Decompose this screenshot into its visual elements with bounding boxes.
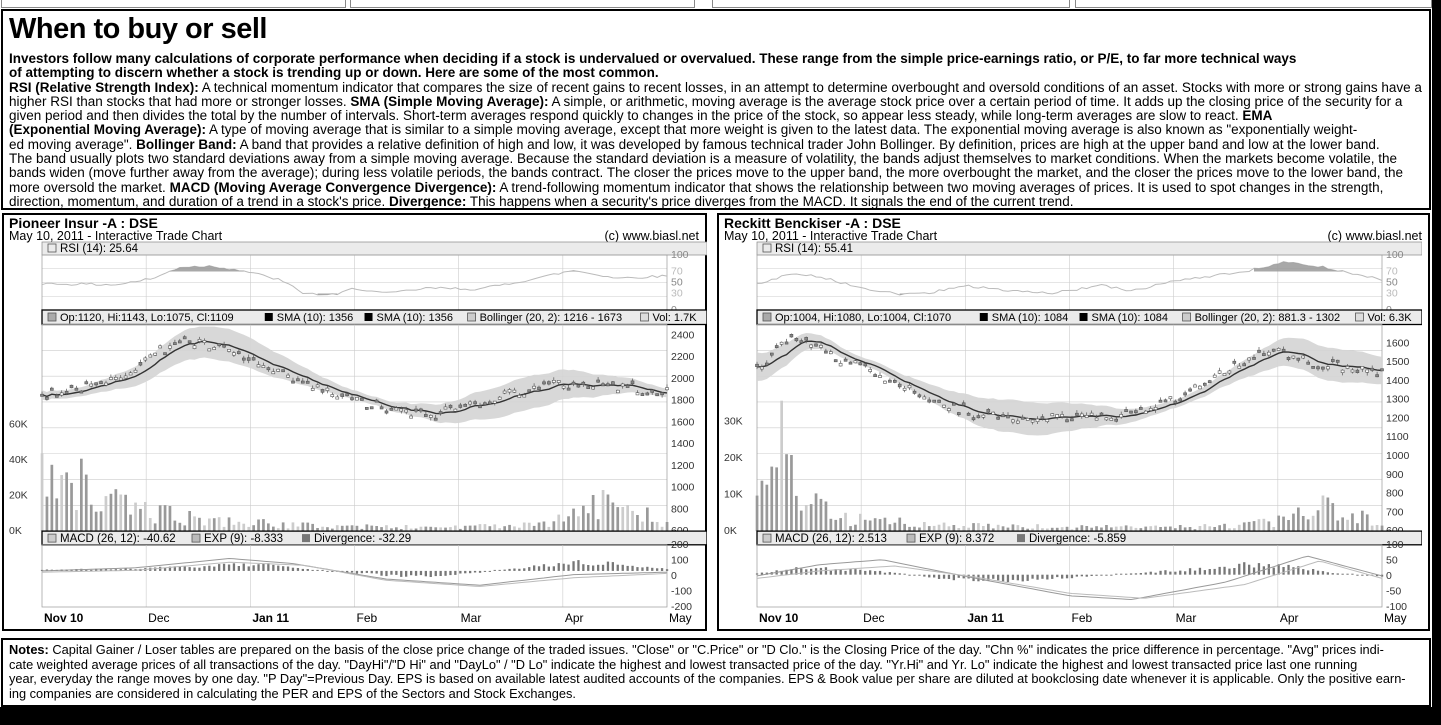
svg-text:1100: 1100 (1386, 431, 1409, 443)
svg-text:MACD (26, 12): -40.62: MACD (26, 12): -40.62 (60, 533, 176, 545)
svg-text:Bollinger (20, 2): 1216 - 1673: Bollinger (20, 2): 1216 - 1673 (480, 312, 622, 324)
svg-text:-50: -50 (1386, 585, 1401, 597)
svg-text:EXP (9): -8.333: EXP (9): -8.333 (204, 533, 283, 545)
svg-text:SMA (10): 1356: SMA (10): 1356 (277, 312, 353, 324)
svg-text:20K: 20K (9, 490, 28, 502)
svg-text:1400: 1400 (671, 438, 695, 450)
svg-text:200: 200 (671, 539, 689, 551)
svg-text:100: 100 (1386, 539, 1404, 551)
svg-text:MACD (26, 12): 2.513: MACD (26, 12): 2.513 (775, 533, 887, 545)
svg-text:50: 50 (1386, 554, 1398, 566)
svg-text:100: 100 (1386, 249, 1404, 261)
svg-text:30K: 30K (724, 415, 743, 427)
svg-text:RSI (14): 55.41: RSI (14): 55.41 (775, 243, 853, 255)
svg-text:1400: 1400 (1386, 375, 1410, 387)
svg-text:1000: 1000 (671, 482, 695, 494)
svg-text:20K: 20K (724, 452, 743, 464)
svg-text:1000: 1000 (1386, 450, 1410, 462)
svg-text:2200: 2200 (671, 351, 695, 363)
svg-text:2400: 2400 (671, 329, 695, 341)
svg-text:SMA (10): 1356: SMA (10): 1356 (377, 312, 453, 324)
svg-text:10K: 10K (724, 489, 743, 501)
svg-text:100: 100 (671, 554, 689, 566)
svg-text:1600: 1600 (671, 416, 695, 428)
svg-text:Bollinger (20, 2): 881.3 - 130: Bollinger (20, 2): 881.3 - 1302 (1195, 312, 1341, 324)
svg-text:1800: 1800 (671, 395, 695, 407)
svg-text:Divergence: -32.29: Divergence: -32.29 (314, 533, 411, 545)
svg-text:Op:1004, Hi:1080, Lo:1004, Cl:: Op:1004, Hi:1080, Lo:1004, Cl:1070 (775, 312, 951, 324)
svg-text:Op:1120, Hi:1143, Lo:1075, Cl:: Op:1120, Hi:1143, Lo:1075, Cl:1109 (60, 312, 234, 324)
svg-text:SMA (10): 1084: SMA (10): 1084 (992, 312, 1068, 324)
svg-text:1200: 1200 (671, 460, 695, 472)
svg-text:800: 800 (671, 503, 689, 515)
svg-text:0K: 0K (9, 525, 22, 537)
svg-text:900: 900 (1386, 469, 1404, 481)
svg-text:2000: 2000 (671, 373, 695, 385)
svg-text:700: 700 (1386, 506, 1404, 518)
svg-text:Vol: 6.3K: Vol: 6.3K (1368, 312, 1413, 324)
svg-text:800: 800 (1386, 488, 1404, 500)
svg-text:40K: 40K (9, 454, 28, 466)
svg-text:1300: 1300 (1386, 394, 1410, 406)
svg-text:-100: -100 (671, 585, 692, 597)
svg-text:SMA (10): 1084: SMA (10): 1084 (1092, 312, 1168, 324)
svg-text:1200: 1200 (1386, 412, 1410, 424)
svg-text:60K: 60K (9, 418, 28, 430)
svg-text:EXP (9): 8.372: EXP (9): 8.372 (919, 533, 994, 545)
svg-text:0: 0 (671, 570, 677, 582)
svg-text:0K: 0K (724, 525, 737, 537)
svg-text:RSI (14): 25.64: RSI (14): 25.64 (60, 243, 139, 255)
svg-text:0: 0 (1386, 570, 1392, 582)
svg-text:Vol: 1.7K: Vol: 1.7K (653, 312, 698, 324)
svg-text:30: 30 (1386, 288, 1398, 300)
svg-text:30: 30 (671, 288, 683, 300)
svg-text:100: 100 (671, 249, 689, 261)
svg-text:Divergence: -5.859: Divergence: -5.859 (1029, 533, 1126, 545)
svg-text:1500: 1500 (1386, 356, 1410, 368)
svg-text:1600: 1600 (1386, 337, 1410, 349)
